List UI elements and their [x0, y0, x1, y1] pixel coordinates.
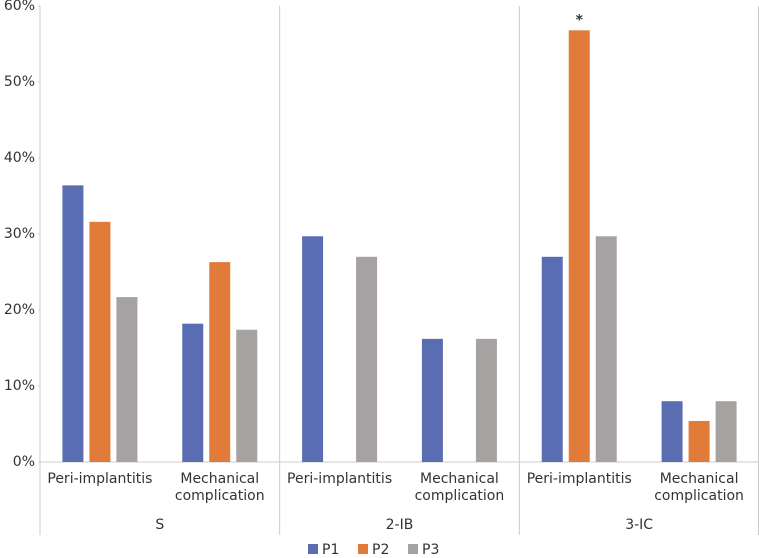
legend-label: P1: [322, 542, 339, 558]
bar: [89, 221, 111, 462]
y-tick-label: 60%: [4, 0, 35, 14]
x-tick-label: Peri-implantitis: [287, 471, 393, 487]
bar: [541, 256, 563, 462]
bar: [302, 236, 324, 462]
bar: [661, 401, 683, 462]
bar: [715, 401, 737, 462]
x-tick-label: Mechanical complication: [414, 471, 505, 504]
x-tick-label: Peri-implantitis: [47, 471, 153, 487]
legend-swatch: [308, 544, 318, 554]
legend-swatch: [358, 544, 368, 554]
legend-label: P3: [422, 542, 439, 558]
group-label: S: [155, 517, 164, 533]
y-tick-label: 40%: [4, 150, 35, 166]
x-tick-label: Mechanical complication: [174, 471, 265, 504]
bar: [475, 338, 497, 462]
bar: [568, 30, 590, 462]
group-label: 3-IC: [625, 517, 653, 533]
legend-label: P2: [372, 542, 389, 558]
group-label: 2-IB: [386, 517, 414, 533]
y-tick-label: 30%: [4, 226, 35, 242]
bar: [236, 329, 258, 462]
bar: [209, 262, 231, 462]
y-tick-label: 10%: [4, 378, 35, 394]
bar: [421, 338, 443, 462]
y-tick-label: 20%: [4, 302, 35, 318]
annotation: *: [576, 12, 584, 28]
x-tick-label: Peri-implantitis: [526, 471, 632, 487]
bar: [595, 236, 617, 462]
bar: [182, 323, 204, 462]
y-tick-label: 0%: [13, 454, 35, 470]
bar: [116, 297, 138, 462]
bar: [688, 420, 710, 462]
bar: [62, 185, 84, 463]
bar: [356, 256, 378, 462]
x-tick-label: Mechanical complication: [654, 471, 744, 504]
y-tick-label: 50%: [4, 74, 35, 90]
legend-swatch: [408, 544, 418, 554]
